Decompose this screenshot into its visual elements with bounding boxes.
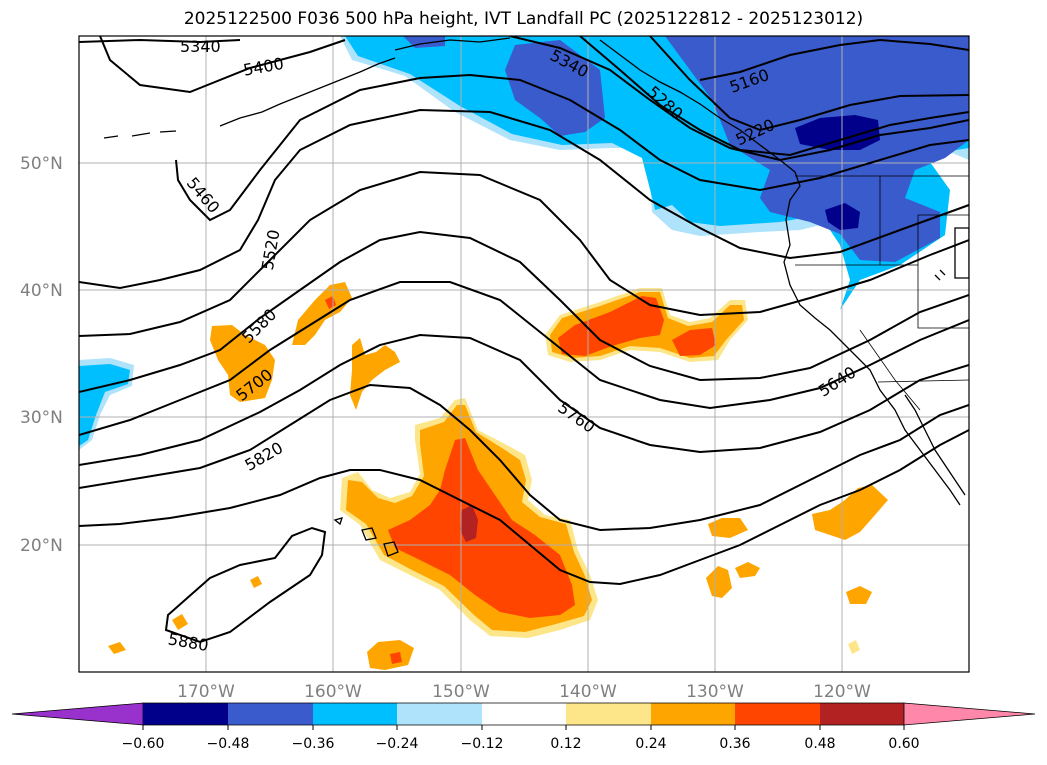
contour-5520 (79, 108, 969, 290)
positive-anomaly-small-3 (250, 576, 262, 588)
lon-label: 130°W (686, 682, 744, 702)
negative-anomaly-blue-northeast (665, 36, 969, 262)
colorbar-tick-label: −0.36 (292, 736, 335, 752)
lat-label: 40°N (20, 281, 63, 301)
contour-5340-east (509, 36, 969, 162)
contour-5880-main (79, 429, 969, 586)
positive-anomaly-south-1-core (390, 652, 402, 664)
colorbar-bin (313, 703, 397, 725)
positive-anomaly-se-4 (735, 562, 760, 578)
chart-title: 2025122500 F036 500 hPa height, IVT Land… (183, 9, 864, 29)
gridlines (79, 36, 969, 672)
positive-anomaly-se-1 (812, 485, 888, 540)
lat-label: 30°N (20, 408, 63, 428)
colorbar-tick-label: −0.48 (207, 736, 250, 752)
positive-anomaly-redorange-east2 (672, 328, 716, 356)
ivt-shading (79, 36, 969, 670)
positive-anomaly-small-2 (108, 642, 126, 654)
positive-anomaly-se-3 (706, 566, 732, 598)
lon-label: 120°W (813, 682, 871, 702)
negative-anomaly-cyan-west-inner (79, 364, 130, 446)
colorbar-bin (566, 703, 651, 725)
lon-label: 140°W (559, 682, 617, 702)
colorbar-bin (228, 703, 313, 725)
colorbar-tick-label: −0.12 (461, 736, 504, 752)
longitude-labels: 170°W 160°W 150°W 140°W 130°W 120°W (177, 682, 871, 702)
positive-anomaly-west-3 (350, 338, 400, 410)
positive-anomaly-west-2 (292, 282, 352, 345)
contour-5760 (79, 333, 969, 466)
positive-anomaly-redorange-east (558, 296, 664, 356)
colorbar-tick-label: −0.60 (122, 736, 165, 752)
colorbar-bin (820, 703, 904, 725)
contour-5880-closed (164, 526, 327, 644)
lon-label: 160°W (304, 682, 362, 702)
colorbar-tick-label: 0.12 (550, 736, 581, 752)
contour-5700 (79, 281, 969, 436)
contour-5400-west (99, 36, 346, 94)
positive-anomaly-darkred-central (460, 505, 478, 542)
latitude-labels: 50°N 40°N 30°N 20°N (20, 154, 63, 556)
lon-label: 150°W (432, 682, 490, 702)
height-contours (79, 36, 969, 644)
contour-5220 (649, 36, 969, 132)
contour-5340-west (79, 38, 241, 44)
positive-anomaly-se-2 (708, 518, 748, 538)
colorbar-extend-right (903, 702, 1036, 726)
lat-label: 20°N (20, 536, 63, 556)
positive-anomaly-small-1 (172, 614, 188, 630)
lon-label: 170°W (177, 682, 235, 702)
contour-5640 (79, 230, 969, 393)
colorbar: −0.60 −0.48 −0.36 −0.24 −0.12 0.12 0.24 … (11, 702, 1036, 752)
colorbar-tick-label: 0.48 (804, 736, 835, 752)
colorbar-bin (735, 703, 820, 725)
colorbar-tick-label: 0.24 (635, 736, 666, 752)
contour-5460 (175, 73, 969, 222)
colorbar-bin (651, 703, 735, 725)
lat-label: 50°N (20, 154, 63, 174)
contour-5580 (79, 170, 969, 337)
contour-5820 (79, 383, 969, 532)
coastlines (103, 37, 969, 557)
colorbar-tick-label: −0.24 (376, 736, 419, 752)
colorbar-extend-left (11, 702, 144, 726)
colorbar-tick-label: 0.36 (719, 736, 750, 752)
positive-anomaly-small-4 (848, 640, 860, 654)
colorbar-bin (482, 703, 566, 725)
positive-anomaly-redorange-central (388, 438, 575, 618)
colorbar-tick-label: 0.60 (888, 736, 919, 752)
contour-label: 5340 (180, 37, 221, 56)
colorbar-bin (143, 703, 228, 725)
positive-anomaly-se-5 (846, 586, 872, 604)
contour-5160 (699, 38, 969, 81)
contour-5280 (579, 36, 969, 157)
map-frame (78, 35, 970, 673)
colorbar-bin (397, 703, 482, 725)
colorbar-ticks (142, 725, 905, 730)
negative-anomaly-blue-north (505, 40, 605, 136)
